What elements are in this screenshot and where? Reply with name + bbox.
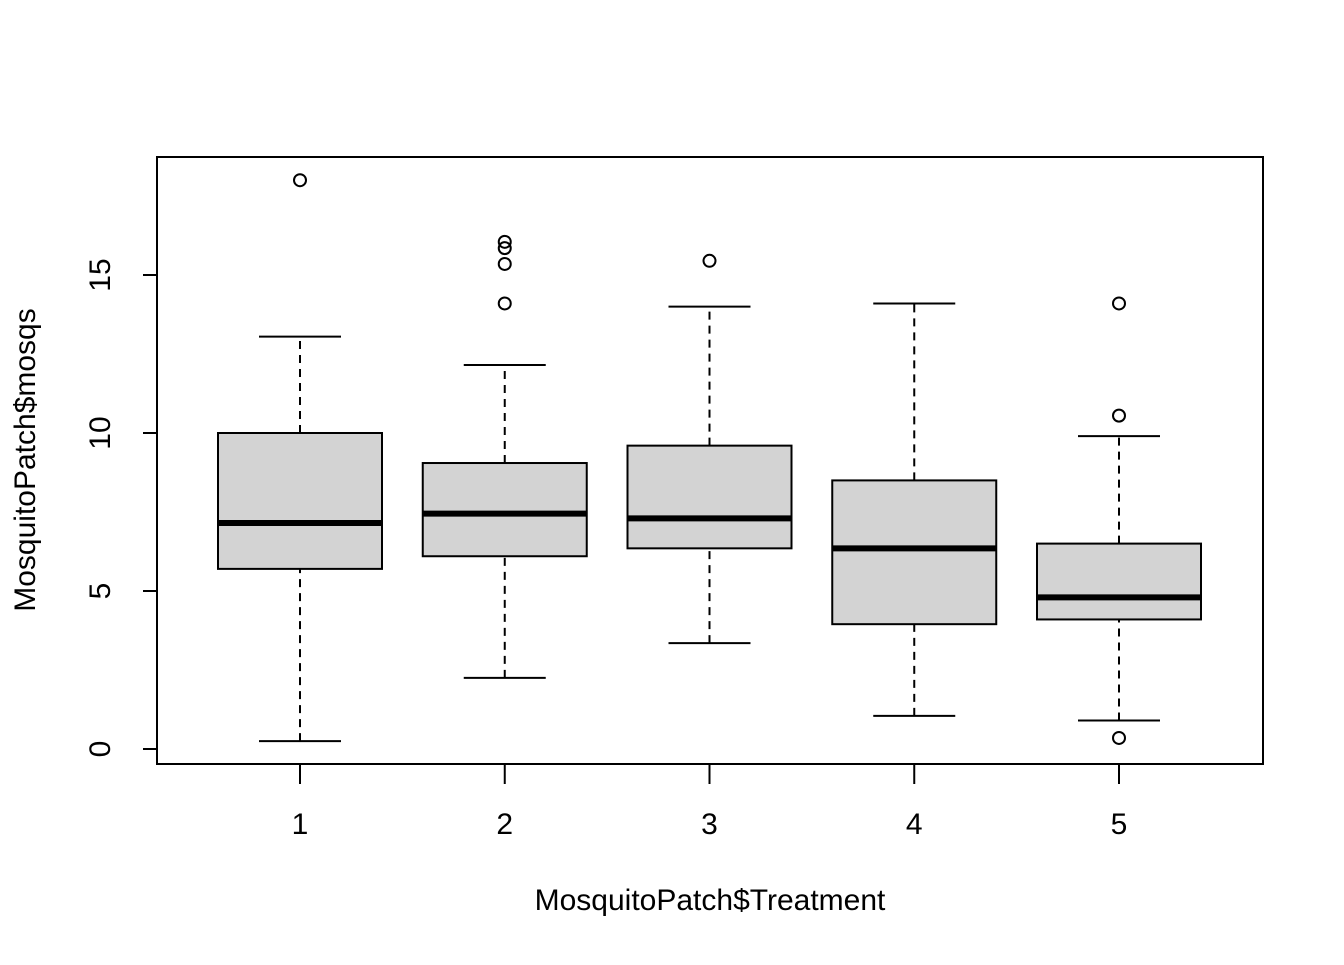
x-tick-label: 3 [701,808,718,841]
box-group-5 [1036,296,1202,745]
box-group-2 [421,234,588,679]
x-tick-label: 2 [496,808,513,841]
y-axis-label: MosquitoPatch$mosqs [9,308,42,612]
y-tick-label: 5 [84,583,117,600]
box-iqr [421,462,588,558]
boxes-layer [217,173,1202,745]
y-tick-label: 0 [84,741,117,758]
box-iqr [831,479,998,626]
x-tick-label: 5 [1111,808,1128,841]
outlier-point [497,234,512,249]
y-tick-label: 10 [84,416,117,449]
y-axis: 0 5 10 15 [84,258,158,758]
x-axis-label: MosquitoPatch$Treatment [535,884,886,917]
outlier-point [497,256,512,271]
outlier-point [702,253,717,268]
box-iqr [1036,542,1202,621]
outlier-point [1112,408,1126,423]
outlier-point [497,296,512,311]
outlier-point [1112,730,1126,745]
outlier-point [293,173,307,188]
box-group-3 [626,253,793,645]
y-tick-label: 15 [84,258,117,291]
x-axis: 1 2 3 4 5 [292,763,1128,841]
box-group-1 [217,173,383,743]
x-tick-label: 1 [292,808,309,841]
box-group-4 [831,302,998,717]
box-iqr [217,432,383,570]
x-tick-label: 4 [906,808,923,841]
outlier-point [497,241,512,256]
outlier-point [1112,296,1126,311]
box-iqr [626,444,793,550]
